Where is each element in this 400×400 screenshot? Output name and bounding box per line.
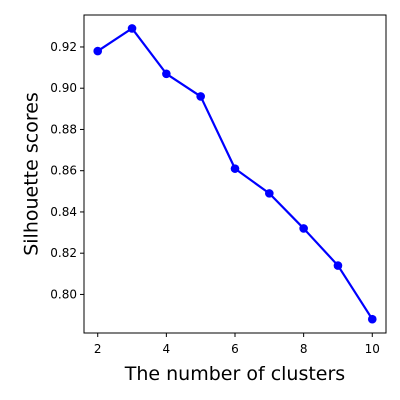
data-point: [265, 189, 274, 198]
y-tick-label: 0.82: [50, 246, 77, 260]
data-point: [230, 164, 240, 173]
y-tick-label: 0.90: [50, 81, 77, 95]
x-tick-label: 2: [94, 342, 102, 356]
y-tick-label: 0.86: [50, 164, 77, 178]
y-axis: 0.80 0.82 0.84 0.86 0.88 0.90 0.92: [50, 40, 84, 301]
y-tick-label: 0.84: [50, 205, 77, 219]
data-point: [299, 224, 308, 233]
data-point: [127, 24, 137, 33]
x-axis: 2 4 6 8 10: [94, 333, 380, 356]
y-axis-label: Silhouette scores: [21, 92, 43, 256]
data-point: [196, 92, 205, 101]
plot-area: [93, 24, 377, 324]
x-tick-label: 6: [231, 342, 239, 356]
y-tick-label: 0.80: [50, 287, 77, 301]
y-tick-label: 0.92: [50, 40, 77, 54]
data-point: [367, 314, 377, 324]
x-tick-label: 10: [365, 342, 380, 356]
data-point: [333, 261, 343, 270]
x-tick-label: 8: [300, 342, 308, 356]
data-point: [162, 69, 171, 79]
x-tick-label: 4: [163, 342, 171, 356]
x-axis-label: The number of clusters: [124, 363, 345, 385]
data-point: [93, 46, 103, 56]
y-tick-label: 0.88: [50, 122, 77, 136]
